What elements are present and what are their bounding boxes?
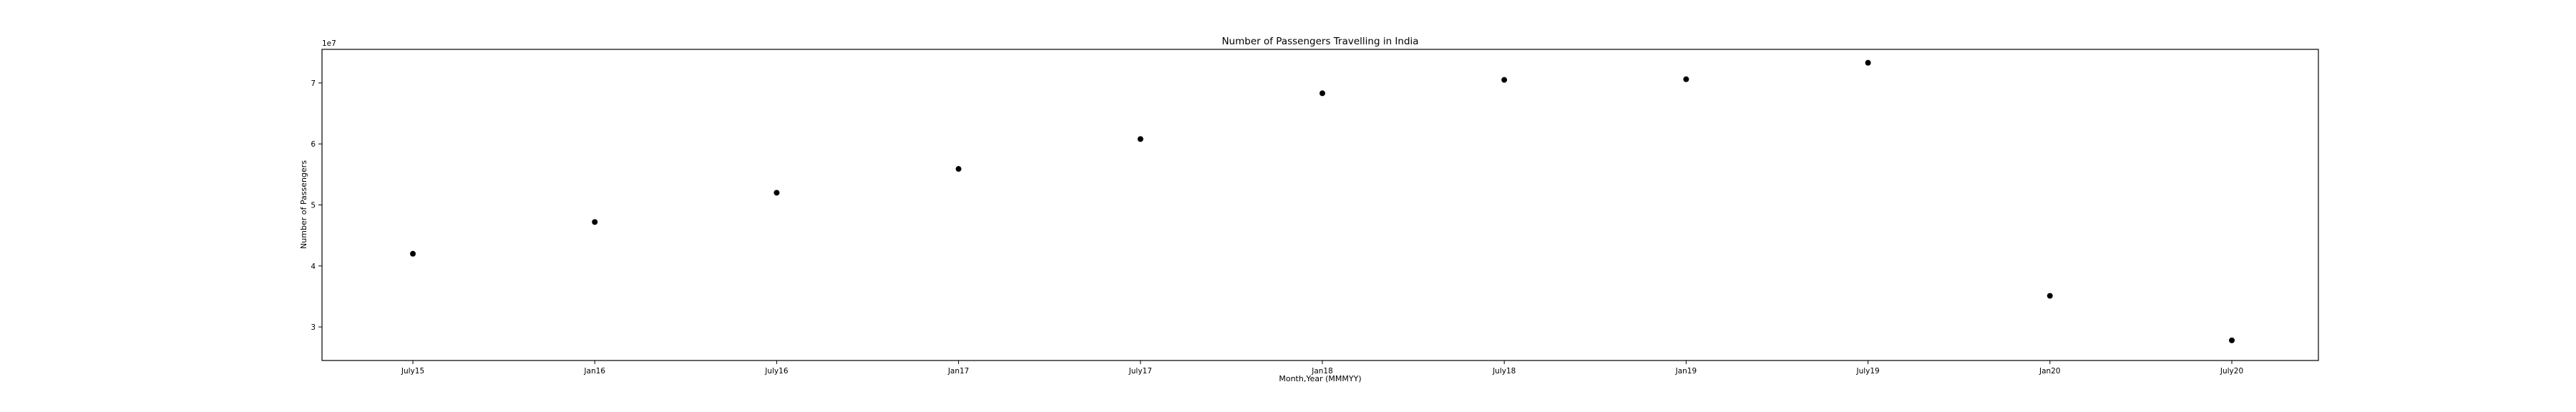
data-point xyxy=(2046,293,2053,299)
x-tick-label: July20 xyxy=(2220,367,2243,376)
y-axis-offset-label: 1e7 xyxy=(322,39,336,48)
x-tick-label: Jan18 xyxy=(1311,367,1333,376)
y-tick-label: 6 xyxy=(311,140,316,149)
x-tick-label: July17 xyxy=(1128,367,1152,376)
x-tick-label: Jan16 xyxy=(583,367,605,376)
data-point xyxy=(592,219,598,225)
x-tick-label: July19 xyxy=(1855,367,1879,376)
x-tick-label: July18 xyxy=(1492,367,1516,376)
data-point xyxy=(774,190,780,196)
data-point xyxy=(1683,76,1689,82)
data-point xyxy=(955,166,962,172)
plot-marks xyxy=(410,59,2235,343)
x-axis-ticks: July15 Jan16 July16 Jan17 July17 Jan18 July18 J… xyxy=(401,360,2243,376)
chart-title: Number of Passengers Travelling in India xyxy=(1221,36,1418,47)
data-point xyxy=(410,250,416,257)
y-axis-ticks: 3 4 5 6 7 xyxy=(311,79,322,332)
x-tick-label: July16 xyxy=(764,367,789,376)
x-tick-label: Jan19 xyxy=(1675,367,1697,376)
x-tick-label: Jan17 xyxy=(947,367,970,376)
data-point xyxy=(1319,90,1325,97)
data-point xyxy=(1501,77,1508,83)
y-axis-title: Number of Passengers xyxy=(299,160,308,249)
y-tick-label: 4 xyxy=(311,263,316,271)
data-point xyxy=(1865,59,1871,66)
x-tick-label: Jan20 xyxy=(2039,367,2061,376)
x-tick-label: July15 xyxy=(401,367,424,376)
y-tick-label: 5 xyxy=(311,202,316,210)
data-point xyxy=(1137,136,1143,142)
y-tick-label: 7 xyxy=(311,79,316,88)
x-axis-title: Month,Year (MMMYY) xyxy=(1279,374,1361,383)
y-tick-label: 3 xyxy=(311,323,316,332)
data-point xyxy=(2229,337,2235,343)
